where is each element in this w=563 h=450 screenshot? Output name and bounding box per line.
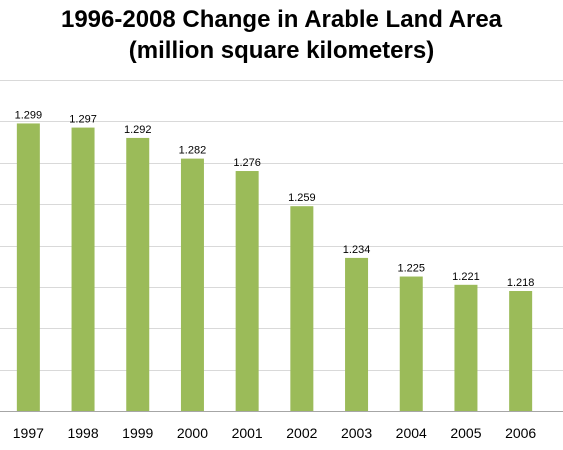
data-label-2002: 1.259	[288, 192, 316, 204]
x-tick-label-2006: 2006	[505, 425, 536, 441]
bar-2003	[345, 257, 369, 411]
x-tick-label-2002: 2002	[286, 425, 317, 441]
data-label-1997: 1.299	[15, 109, 43, 121]
x-tick-label-1997: 1997	[13, 425, 44, 441]
data-label-2000: 1.282	[179, 145, 207, 157]
data-label-1999: 1.292	[124, 124, 152, 136]
x-tick-label-1999: 1999	[122, 425, 153, 441]
bar-1998	[71, 127, 95, 412]
bar-2004	[399, 276, 423, 411]
bar-1999	[126, 137, 150, 412]
x-axis-tick-labels: 1997 1998 1999 2000 2001 2002 2003 2004 2005 2006…	[13, 425, 537, 441]
bar-2005	[454, 284, 478, 411]
x-tick-label-2005: 2005	[450, 425, 481, 441]
bar-2000	[180, 158, 204, 411]
bar-2001	[235, 171, 259, 411]
data-label-2005: 1.221	[452, 271, 480, 283]
bars	[16, 123, 533, 412]
x-tick-label-2001: 2001	[232, 425, 263, 441]
data-label-2003: 1.234	[343, 244, 371, 256]
x-tick-label-2003: 2003	[341, 425, 372, 441]
x-tick-label-2000: 2000	[177, 425, 208, 441]
chart-title-line-1: 1996-2008 Change in Arable Land Area	[60, 6, 503, 33]
bar-2002	[290, 206, 314, 411]
bar-2006	[509, 291, 533, 411]
data-label-2006: 1.218	[507, 277, 535, 289]
bar-1997	[16, 123, 40, 411]
data-label-1998: 1.297	[69, 114, 97, 126]
data-label-2004: 1.225	[397, 263, 425, 275]
data-labels: 1.299 1.297 1.292 1.282 1.276 1.259 1.234 1.225…	[15, 109, 535, 289]
x-tick-label-2004: 2004	[396, 425, 427, 441]
x-tick-label-1998: 1998	[67, 425, 98, 441]
chart-title: 1996-2008 Change in Arable Land Area (mi…	[0, 4, 563, 66]
data-label-2001: 1.276	[233, 157, 261, 169]
chart-title-line-2: (million square kilometers)	[128, 37, 435, 64]
